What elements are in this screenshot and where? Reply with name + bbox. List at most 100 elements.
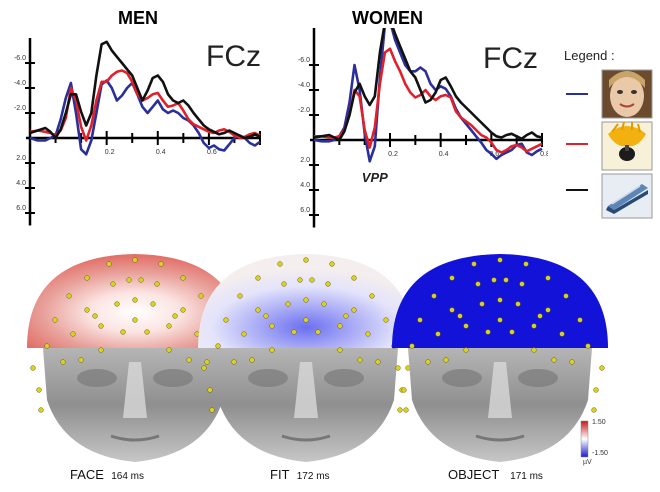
electrode-dot xyxy=(357,357,363,363)
caption-object-latency: 171 ms xyxy=(510,471,543,482)
women-y-tick-label: 6.0 xyxy=(300,207,310,214)
electrode-dot xyxy=(297,277,303,283)
women-vpp-label: VPP xyxy=(362,170,388,185)
electrode-dot xyxy=(98,347,104,353)
head-nose xyxy=(294,362,318,418)
electrode-dot xyxy=(503,277,509,283)
electrode-dot xyxy=(166,323,172,329)
electrode-dot xyxy=(475,281,481,287)
head-nose xyxy=(123,362,147,418)
electrode-dot xyxy=(329,261,335,267)
women-x-tick-label: 0.6 xyxy=(489,151,499,158)
electrode-dot xyxy=(138,277,144,283)
electrode-dot xyxy=(209,407,215,413)
electrode-dot xyxy=(497,257,503,263)
electrode-dot xyxy=(223,317,229,323)
caption-face-label: FACE xyxy=(70,467,104,482)
legend-graphic xyxy=(566,69,653,219)
head-mouth xyxy=(281,434,331,442)
head-eye-right xyxy=(518,369,558,387)
electrode-dot xyxy=(593,387,599,393)
electrode-dot xyxy=(70,331,76,337)
caption-face: FACE 164 ms xyxy=(70,467,144,482)
caption-object: OBJECT 171 ms xyxy=(448,467,543,482)
electrode-dot xyxy=(509,329,515,335)
women-y-tick-label: -4.0 xyxy=(298,82,310,89)
electrode-dot xyxy=(321,301,327,307)
electrode-dot xyxy=(519,281,525,287)
electrode-dot xyxy=(126,277,132,283)
electrode-dot xyxy=(106,261,112,267)
colorbar-unit-label: µV xyxy=(583,459,592,466)
electrode-dot xyxy=(44,343,50,349)
electrode-dot xyxy=(569,359,575,365)
flower-teapot-icon xyxy=(601,121,653,171)
electrode-dot xyxy=(559,331,565,337)
electrode-dot xyxy=(186,357,192,363)
electrode-dot xyxy=(585,343,591,349)
electrode-dot xyxy=(491,277,497,283)
electrode-dot xyxy=(325,281,331,287)
electrode-dot xyxy=(78,357,84,363)
electrode-dot xyxy=(255,307,261,313)
electrode-dot xyxy=(315,329,321,335)
women-y-tick-label: -2.0 xyxy=(298,107,310,114)
head-eye-right xyxy=(324,369,364,387)
scalp-map-face xyxy=(27,254,243,462)
electrode-dot xyxy=(515,301,521,307)
electrode-dot xyxy=(369,293,375,299)
electrode-dot xyxy=(269,347,275,353)
electrode-dot xyxy=(303,257,309,263)
electrode-dot xyxy=(201,365,207,371)
men-electrode-label: FCz xyxy=(206,40,261,73)
electrode-dot xyxy=(337,347,343,353)
electrode-dot xyxy=(132,257,138,263)
face-photo-icon xyxy=(601,69,653,119)
electrode-dot xyxy=(52,317,58,323)
electrode-dot xyxy=(110,281,116,287)
electrode-dot xyxy=(409,343,415,349)
head-mouth xyxy=(110,434,160,442)
electrode-dot xyxy=(158,261,164,267)
electrode-dot xyxy=(36,387,42,393)
electrode-dot xyxy=(431,293,437,299)
legend xyxy=(562,68,660,220)
stapler-icon xyxy=(601,173,653,219)
electrode-dot xyxy=(285,301,291,307)
caption-face-latency: 164 ms xyxy=(111,471,144,482)
electrode-dot xyxy=(457,313,463,319)
electrode-dot xyxy=(132,317,138,323)
electrode-dot xyxy=(166,347,172,353)
electrode-dot xyxy=(449,307,455,313)
women-x-tick-label: 0.8 xyxy=(540,151,548,158)
electrode-dot xyxy=(577,317,583,323)
topography-maps xyxy=(27,254,608,462)
electrode-dot xyxy=(443,357,449,363)
electrode-dot xyxy=(479,301,485,307)
electrode-dot xyxy=(66,293,72,299)
electrode-dot xyxy=(485,329,491,335)
electrode-dot xyxy=(84,307,90,313)
electrode-dot xyxy=(563,293,569,299)
electrode-dot xyxy=(291,329,297,335)
electrode-dot xyxy=(98,323,104,329)
head-eye-right xyxy=(153,369,193,387)
electrode-dot xyxy=(237,293,243,299)
head-eye-left xyxy=(77,369,117,387)
electrode-dot xyxy=(449,275,455,281)
head-eye-left xyxy=(248,369,288,387)
electrode-dot xyxy=(198,293,204,299)
electrode-dot xyxy=(204,359,210,365)
electrode-dot xyxy=(172,313,178,319)
men-y-tick-label: 4.0 xyxy=(16,180,26,187)
electrode-dot xyxy=(231,359,237,365)
men-y-tick-label: -6.0 xyxy=(14,55,26,62)
electrode-dot xyxy=(397,407,403,413)
electrode-dot xyxy=(207,387,213,393)
scalp-map-fit xyxy=(198,254,414,462)
electrode-dot xyxy=(144,329,150,335)
electrode-dot xyxy=(337,323,343,329)
electrode-dot xyxy=(154,281,160,287)
electrode-dot xyxy=(351,307,357,313)
electrode-dot xyxy=(537,313,543,319)
